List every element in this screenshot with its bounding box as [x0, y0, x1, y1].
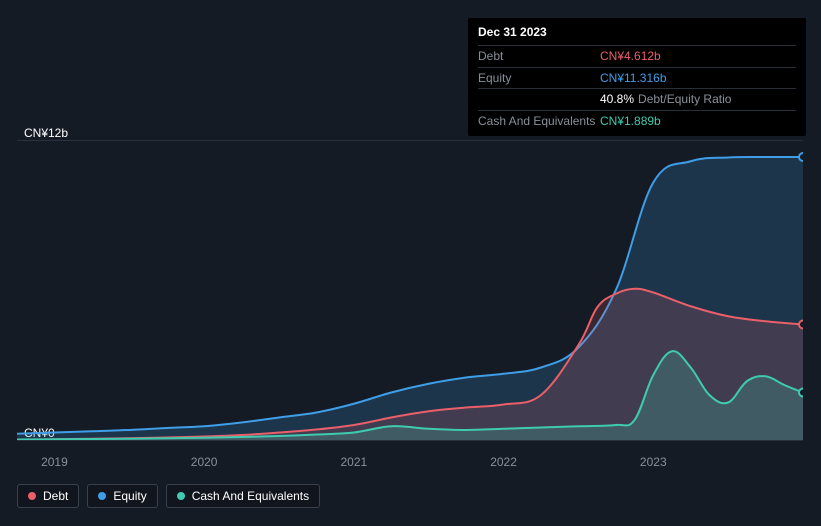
tooltip-row-suffix: Debt/Equity Ratio [638, 92, 731, 106]
legend-item-label: Cash And Equivalents [192, 489, 309, 503]
tooltip-row: EquityCN¥11.316b [478, 67, 796, 89]
legend-item-equity[interactable]: Equity [87, 484, 157, 508]
legend-dot-icon [28, 492, 36, 500]
legend-item-cash-and-equivalents[interactable]: Cash And Equivalents [166, 484, 320, 508]
x-axis-label: 2022 [490, 455, 517, 469]
tooltip-date: Dec 31 2023 [478, 24, 796, 45]
tooltip-row-label [478, 91, 600, 108]
series-end-marker-cash-and-equivalents [799, 389, 803, 397]
legend-item-debt[interactable]: Debt [17, 484, 79, 508]
tooltip-row-label: Debt [478, 48, 600, 65]
legend: Debt Equity Cash And Equivalents [17, 484, 320, 508]
gridline [17, 440, 803, 441]
chart-svg [17, 140, 803, 440]
tooltip-row: 40.8%Debt/Equity Ratio [478, 88, 796, 110]
tooltip-row-label: Cash And Equivalents [478, 113, 600, 130]
x-axis-label: 2019 [41, 455, 68, 469]
tooltip-row: DebtCN¥4.612b [478, 45, 796, 67]
tooltip-row-value: CN¥1.889b [600, 113, 661, 130]
x-axis-label: 2023 [640, 455, 667, 469]
legend-item-label: Equity [113, 489, 146, 503]
gridline [17, 140, 803, 141]
tooltip-row-label: Equity [478, 70, 600, 87]
series-end-marker-equity [799, 153, 803, 161]
chart-plot-area [17, 140, 803, 440]
y-axis-label: CN¥12b [24, 126, 68, 140]
tooltip-row-value: CN¥4.612b [600, 48, 661, 65]
x-axis-label: 2020 [191, 455, 218, 469]
data-tooltip: Dec 31 2023 DebtCN¥4.612bEquityCN¥11.316… [468, 18, 806, 136]
tooltip-row-value: 40.8%Debt/Equity Ratio [600, 91, 731, 108]
x-axis-label: 2021 [340, 455, 367, 469]
series-end-marker-debt [799, 321, 803, 329]
tooltip-row: Cash And EquivalentsCN¥1.889b [478, 110, 796, 132]
legend-item-label: Debt [43, 489, 68, 503]
tooltip-row-value: CN¥11.316b [600, 70, 667, 87]
legend-dot-icon [98, 492, 106, 500]
legend-dot-icon [177, 492, 185, 500]
